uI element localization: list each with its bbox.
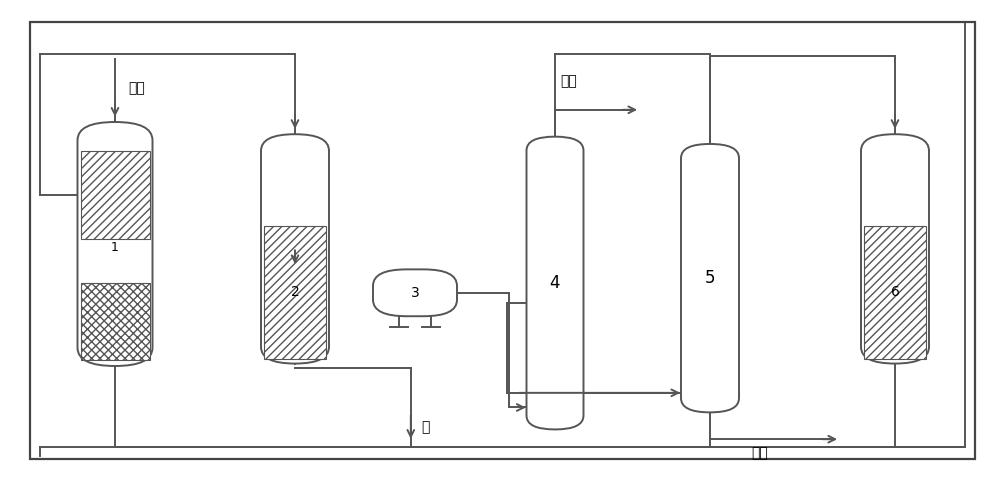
Bar — [30, 22, 975, 459]
Bar — [264, 226, 326, 359]
Text: 2: 2 — [291, 285, 299, 300]
FancyBboxPatch shape — [681, 144, 739, 412]
Text: 4: 4 — [550, 274, 560, 292]
Text: 芳烃: 芳烃 — [752, 446, 768, 460]
Text: 6: 6 — [891, 285, 899, 300]
FancyBboxPatch shape — [261, 134, 329, 364]
Text: 5: 5 — [705, 269, 715, 287]
Bar — [81, 283, 150, 360]
Text: 3: 3 — [411, 286, 419, 300]
Bar — [864, 226, 926, 359]
FancyBboxPatch shape — [373, 269, 457, 316]
FancyBboxPatch shape — [527, 137, 584, 429]
FancyBboxPatch shape — [78, 122, 153, 366]
Text: 水: 水 — [421, 420, 429, 434]
Text: 甲醇: 甲醇 — [128, 81, 145, 95]
Text: 干气: 干气 — [560, 74, 577, 88]
Bar — [81, 151, 150, 239]
Text: 1: 1 — [111, 242, 119, 254]
FancyBboxPatch shape — [861, 134, 929, 364]
